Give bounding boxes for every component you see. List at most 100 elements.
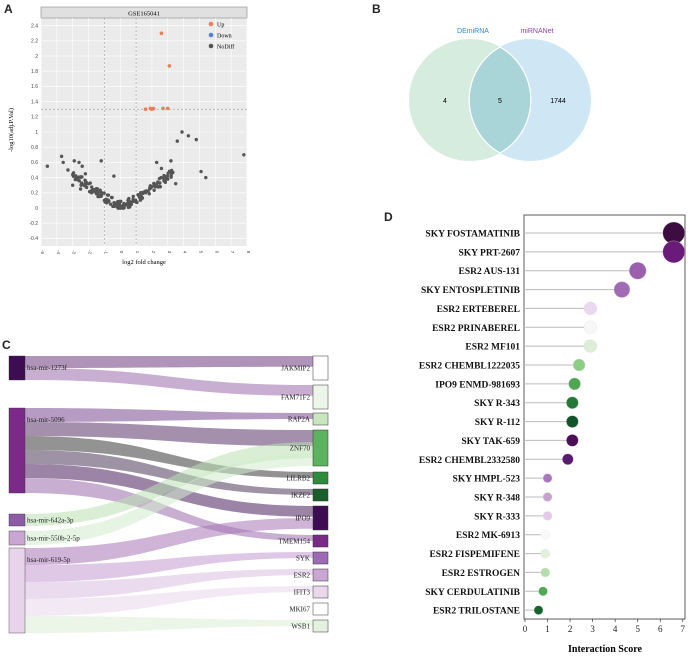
- sankey-node-gene: [312, 534, 329, 548]
- volcano-point-nodiff: [139, 191, 143, 195]
- volcano-xtick-label: 6: [214, 251, 219, 254]
- volcano-xtick-label: 5: [198, 251, 203, 254]
- dot-xtick-label: 7: [681, 624, 686, 634]
- dot-marker: [662, 221, 685, 245]
- volcano-xtick-label: -1: [103, 250, 108, 254]
- sankey-label-gene: JAKMIP2: [281, 365, 310, 373]
- volcano-ytick-label: 0.6: [31, 160, 38, 166]
- volcano-xtick-label: 3: [167, 251, 172, 254]
- legend-down-label: Down: [217, 34, 232, 40]
- dot-row-label: SKY R-112: [475, 418, 521, 428]
- sankey-label-gene: TMEM154: [279, 538, 311, 546]
- volcano-point-nodiff: [77, 160, 81, 165]
- venn-intersection: [469, 47, 531, 153]
- dot-marker: [566, 415, 579, 428]
- dot-marker: [583, 301, 598, 316]
- volcano-point-nodiff: [115, 204, 119, 209]
- sankey-flow: [25, 586, 313, 616]
- sankey-node-mirna: [8, 530, 26, 546]
- sankey-label-mirna: hsa-mir-642a-3p: [27, 517, 74, 525]
- volcano-point-nodiff: [76, 178, 80, 182]
- volcano-point-nodiff: [162, 173, 166, 178]
- dot-row-label: SKY PRT-2607: [458, 248, 520, 258]
- sankey-label-gene: ESR2: [294, 572, 311, 580]
- volcano-point-nodiff: [99, 192, 103, 196]
- volcano-xtick-label: 7: [230, 251, 235, 254]
- volcano-point-nodiff: [162, 179, 166, 183]
- volcano-point-nodiff: [98, 188, 102, 192]
- volcano-ytick-label: -0.4: [29, 236, 38, 242]
- dot-row-label: SKY R-348: [474, 494, 520, 504]
- volcano-point-nodiff: [78, 187, 83, 191]
- venn-count-only-a: 4: [443, 98, 447, 105]
- volcano-point-nodiff: [115, 201, 119, 205]
- volcano-point-nodiff: [83, 172, 88, 176]
- dot-xtick-label: 0: [523, 624, 528, 634]
- dot-marker: [542, 511, 553, 521]
- sankey-node-gene: [312, 619, 329, 633]
- venn-label-mirnanet: miRNANet: [520, 28, 553, 35]
- dot-plot-frame: [523, 214, 686, 620]
- volcano-point-nodiff: [169, 168, 174, 173]
- venn-count-both: 5: [498, 98, 502, 105]
- volcano-xtick-label: -4: [56, 250, 61, 254]
- volcano-point-nodiff: [126, 201, 130, 206]
- dot-marker: [583, 320, 598, 334]
- volcano-point-nodiff: [99, 159, 103, 163]
- dot-marker: [540, 530, 550, 540]
- sankey-flow: [25, 478, 313, 541]
- volcano-strip: [40, 6, 248, 19]
- volcano-point-nodiff: [146, 189, 150, 193]
- dot-row-label: SKY R-333: [474, 512, 520, 522]
- sankey-flow: [25, 569, 313, 599]
- volcano-point-nodiff: [72, 159, 76, 163]
- sankey-diagram: hsa-mir-1273f hsa-mir-5096 hsa-mir-642a-3p…: [8, 355, 329, 634]
- volcano-xtick-label: -5: [40, 250, 45, 254]
- sankey-flow: [25, 422, 313, 447]
- volcano-point-nodiff: [169, 159, 173, 163]
- volcano-title: GSE165041: [128, 11, 160, 18]
- sankey-flow: [25, 368, 313, 396]
- volcano-point-nodiff: [121, 204, 126, 208]
- sankey-label-gene: WSB1: [291, 623, 310, 631]
- dot-row-label: ESR2 MF101: [465, 343, 520, 353]
- dot-marker: [542, 492, 553, 502]
- volcano-point-nodiff: [70, 183, 75, 187]
- dot-row-label: ESR2 ESTROGEN: [442, 569, 521, 579]
- sankey-node-gene: [312, 384, 329, 410]
- volcano-point-nodiff: [83, 183, 88, 187]
- sankey-node-mirna: [8, 407, 26, 494]
- volcano-xtick-label: 4: [183, 251, 188, 254]
- sankey-label-mirna: hsa-mir-5096: [27, 416, 65, 424]
- dot-marker: [583, 339, 598, 353]
- dot-row-label: ESR2 ERTEBEREL: [437, 305, 520, 315]
- dot-marker: [533, 605, 544, 615]
- sankey-flow: [25, 436, 313, 478]
- sankey-node-mirna: [8, 513, 26, 527]
- volcano-point-nodiff: [80, 164, 84, 168]
- sankey-flow: [25, 450, 313, 495]
- volcano-point-nodiff: [102, 191, 106, 195]
- volcano-point-nodiff: [127, 196, 131, 201]
- volcano-ytick-label: 0.2: [31, 191, 38, 197]
- volcano-point-nodiff: [194, 137, 198, 142]
- volcano-xlabel: log2 fold change: [122, 259, 166, 266]
- sankey-flow: [25, 454, 313, 545]
- volcano-ytick-label: 2: [35, 54, 38, 60]
- dot-xtick-label: 3: [590, 624, 595, 634]
- volcano-point-nodiff: [165, 174, 170, 178]
- sankey-label-gene: MKI67: [289, 606, 310, 614]
- dot-marker: [568, 377, 581, 391]
- dot-row-label: SKY CERDULATINIB: [425, 588, 520, 598]
- dot-row-label: ESR2 PRINABEREL: [432, 324, 520, 334]
- dot-marker: [538, 586, 548, 596]
- volcano-legend: Up Down NoDiff: [208, 21, 234, 51]
- volcano-point-up: [150, 107, 154, 111]
- legend-up-label: Up: [217, 23, 224, 29]
- volcano-point-nodiff: [95, 190, 100, 195]
- dot-plot: SKY FOSTAMATINIB SKY PRT-2607 ESR2 AUS-131…: [419, 214, 686, 655]
- dot-xtick-label: 6: [658, 624, 663, 634]
- volcano-point-nodiff: [109, 202, 113, 206]
- dot-row-label: ESR2 FISPEMIFENE: [429, 550, 520, 560]
- volcano-grid: [40, 18, 248, 246]
